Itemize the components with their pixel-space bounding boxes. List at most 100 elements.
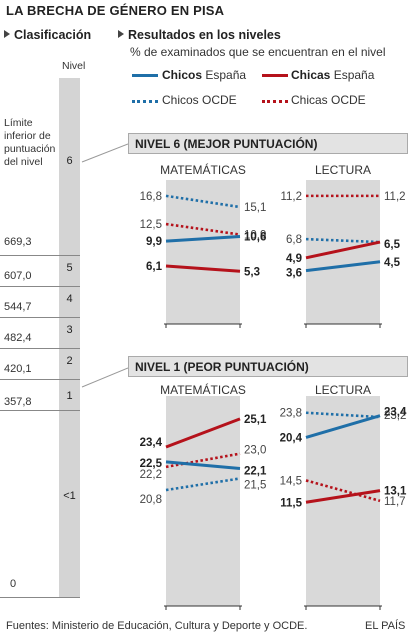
- data-label-chicas-ocde: 10,9: [244, 230, 266, 242]
- classification-header-label: Clasificación: [14, 28, 92, 42]
- level-divider: [0, 255, 80, 256]
- data-label-chicas-ocde: 22,2: [140, 469, 162, 481]
- series-line-chicos-espana: [305, 414, 381, 439]
- chart-panel: [166, 396, 240, 606]
- footer-brand: EL PAÍS: [365, 620, 406, 632]
- series-line-chicos-ocde: [165, 194, 241, 209]
- data-label-chicos-ocde: 6,8: [286, 234, 302, 246]
- data-label-chicos-ocde: 15,1: [244, 202, 266, 214]
- series-line-chicos-espana: [305, 260, 381, 273]
- series-line-chicos-espana: [165, 235, 241, 243]
- data-label-chicas-ocde: 12,5: [140, 219, 162, 231]
- level-divider: [0, 317, 80, 318]
- data-label-chicos-ocde: 23,8: [280, 408, 302, 420]
- series-line-chicos-espana: [165, 460, 241, 471]
- limit-label-line: inferior de: [4, 130, 51, 142]
- data-label-chicas-espana: 23,4: [140, 437, 163, 449]
- data-label-chicos-ocde: 16,8: [140, 191, 162, 203]
- legend-chicos-ocde: Chicos OCDE: [162, 93, 237, 107]
- limit-label-line: Límite: [4, 117, 33, 129]
- data-label-chicas-espana: 13,1: [384, 486, 407, 498]
- legend-swatch-chicos-espana: [132, 74, 158, 77]
- footer-source: Fuentes: Ministerio de Educación, Cultur…: [6, 620, 308, 632]
- nivel1-title: NIVEL 1 (PEOR PUNTUACIÓN): [135, 360, 309, 374]
- data-label-chicas-espana: 6,1: [146, 261, 163, 273]
- threshold-label: 420,1: [4, 363, 32, 375]
- threshold-label: 669,3: [4, 236, 32, 248]
- chart-title: LECTURA: [315, 163, 371, 177]
- results-subtitle: % de examinados que se encuentran en el …: [130, 45, 386, 59]
- chart-title: LECTURA: [315, 383, 371, 397]
- threshold-label: 357,8: [4, 396, 32, 408]
- level-divider: [0, 410, 80, 411]
- triangle-bullet-icon: [4, 30, 10, 38]
- threshold-label: 607,0: [4, 270, 32, 282]
- data-label-chicas-ocde: 11,7: [384, 496, 406, 508]
- results-header: Resultados en los niveles: [118, 28, 281, 42]
- data-label-chicos-espana: 3,6: [286, 268, 302, 280]
- level-divider: [0, 348, 80, 349]
- chart-panel: [306, 180, 380, 324]
- series-line-chicos-ocde: [305, 237, 381, 244]
- data-label-chicas-espana: 25,1: [244, 414, 267, 426]
- nivel6-title: NIVEL 6 (MEJOR PUNTUACIÓN): [135, 137, 318, 151]
- series-line-chicas-espana: [305, 489, 381, 504]
- limit-label-line: puntuación: [4, 143, 56, 155]
- chart-nivel1-lectura: LECTURA2003201223,823,220,423,414,511,71…: [280, 383, 407, 610]
- level-divider: [0, 286, 80, 287]
- legend-chicas-ocde: Chicas OCDE: [291, 93, 366, 107]
- legend-swatch-chicos-ocde: [132, 100, 158, 103]
- series-line-chicos-ocde: [165, 477, 241, 492]
- data-label-chicas-ocde: 11,2: [280, 191, 302, 203]
- level-bar: [59, 78, 80, 598]
- chart-nivel6-matematicas: MATEMÁTICAS2003201216,815,112,510,99,910…: [140, 162, 266, 328]
- legend-chicos-espana: Chicos España: [162, 68, 247, 82]
- connector-level-1: [81, 367, 129, 388]
- threshold-label: 482,4: [4, 332, 32, 344]
- data-label-chicos-ocde: 20,8: [140, 494, 162, 506]
- page-title: LA BRECHA DE GÉNERO EN PISA: [6, 3, 225, 18]
- triangle-bullet-icon: [118, 30, 124, 38]
- series-line-chicos-ocde: [305, 411, 381, 419]
- data-label-chicas-espana: 5,3: [244, 266, 260, 278]
- data-label-chicas-espana: 6,5: [384, 239, 401, 251]
- chart-title: MATEMÁTICAS: [160, 382, 246, 397]
- threshold-label: 0: [10, 578, 17, 590]
- level-label: 6: [66, 155, 73, 167]
- data-label-chicos-espana: 22,1: [244, 466, 267, 478]
- results-header-label: Resultados en los niveles: [128, 28, 281, 42]
- nivel6-header: NIVEL 6 (MEJOR PUNTUACIÓN): [128, 133, 408, 154]
- level-divider: [0, 597, 80, 598]
- data-label-chicos-espana: 4,5: [384, 257, 401, 269]
- series-line-chicas-espana: [165, 417, 241, 449]
- legend-swatch-chicas-ocde: [262, 100, 288, 103]
- series-line-chicas-ocde: [165, 222, 241, 236]
- level-label: 2: [66, 355, 73, 367]
- data-label-chicos-ocde: 21,5: [244, 479, 266, 491]
- data-label-chicos-ocde: 23,2: [384, 410, 406, 422]
- data-label-chicas-ocde: 14,5: [280, 475, 302, 487]
- data-label-chicos-espana: 10,6: [244, 232, 266, 244]
- level-label: 4: [66, 293, 73, 305]
- legend-chicas-espana: Chicas España: [291, 68, 375, 82]
- connector-level-6: [81, 143, 129, 163]
- level-label: 3: [66, 324, 73, 336]
- limit-label: Límite inferior de puntuación del nivel: [4, 117, 55, 169]
- series-line-chicas-espana: [165, 264, 241, 273]
- data-label-chicos-espana: 23,4: [384, 407, 407, 419]
- level-label: 1: [66, 390, 73, 402]
- data-label-chicas-ocde: 11,2: [384, 191, 406, 203]
- level-label: <1: [63, 490, 76, 502]
- classification-header: Clasificación: [4, 28, 91, 42]
- data-label-chicas-espana: 4,9: [286, 253, 302, 265]
- chart-nivel1-matematicas: MATEMÁTICAS2003201223,425,122,522,122,22…: [140, 382, 267, 610]
- series-line-chicas-espana: [305, 240, 381, 260]
- level-connectors: [81, 143, 129, 388]
- threshold-label: 544,7: [4, 301, 32, 313]
- data-label-chicos-espana: 22,5: [140, 458, 163, 470]
- data-label-chicas-espana: 11,5: [280, 497, 302, 509]
- data-label-chicos-espana: 9,9: [146, 236, 162, 248]
- level-axis-label: Nivel: [62, 60, 86, 72]
- level-divider: [0, 379, 80, 380]
- chart-title: MATEMÁTICAS: [160, 162, 246, 177]
